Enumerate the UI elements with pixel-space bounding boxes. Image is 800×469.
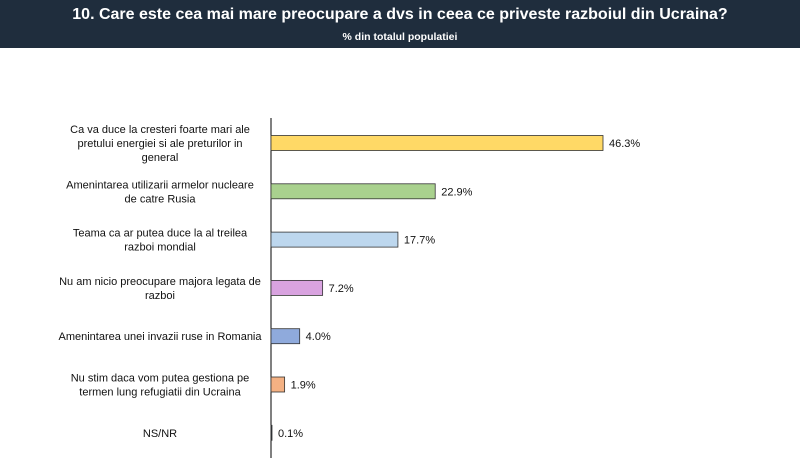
data-label: 1.9% [291,380,316,392]
data-label: 22.9% [441,186,472,198]
data-label: 7.2% [329,283,354,295]
data-label: 46.3% [609,138,640,150]
bar [270,279,324,296]
bar [270,183,436,200]
bar [270,424,273,441]
bar [270,376,286,393]
category-label: Amenintarea unei invazii ruse in Romania [59,331,263,343]
data-label: 0.1% [278,428,303,440]
bar [270,231,399,248]
data-label: 17.7% [404,235,435,247]
category-label: Nu stim daca vom putea gestiona pe termen… [71,373,250,399]
category-label: Teama ca ar putea duce la al treilea razb… [73,228,248,254]
data-label: 4.0% [306,331,331,343]
bar [270,328,301,345]
chart-title: 10. Care este cea mai mare preocupare a … [72,6,728,23]
category-label: Ca va duce la cresteri foarte mari ale pr… [70,124,250,164]
bar [270,135,604,151]
category-label: Nu am nicio preocupare majora legata de r… [59,276,261,302]
chart-subtitle: % din totalul populatiei [342,31,458,43]
chart-header: 10. Care este cea mai mare preocupare a … [0,0,800,48]
category-label: Amenintarea utilizarii armelor nucleare d… [66,179,254,205]
category-label: NS/NR [143,428,177,440]
